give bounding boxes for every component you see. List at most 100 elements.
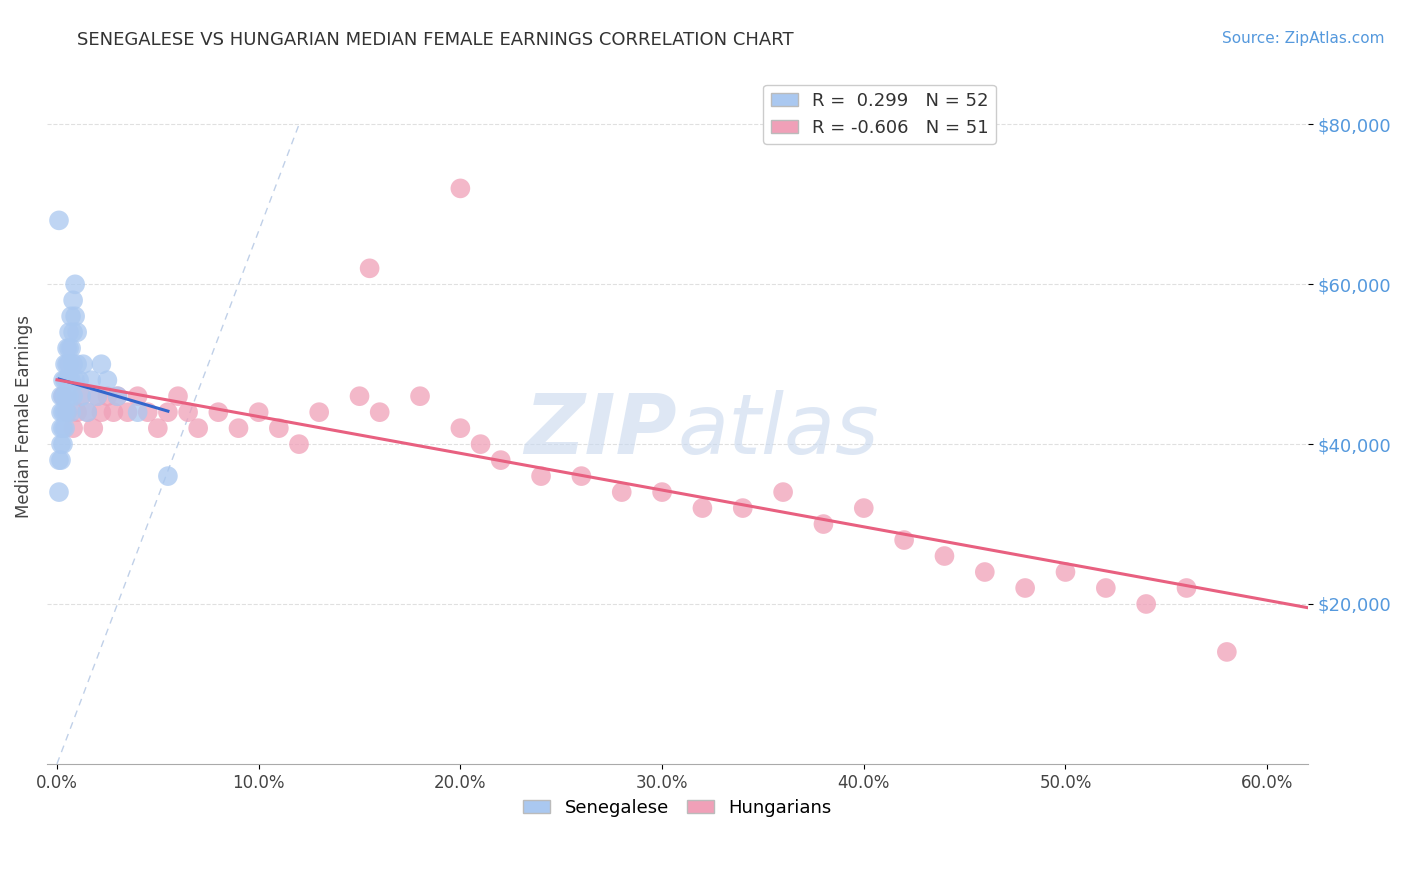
- Point: [368, 405, 391, 419]
- Point: [52, 405, 75, 419]
- Point: [56, 341, 79, 355]
- Point: [1014, 581, 1036, 595]
- Point: [49, 437, 72, 451]
- Point: [60, 341, 83, 355]
- Point: [852, 501, 875, 516]
- Point: [449, 181, 471, 195]
- Legend: Senegalese, Hungarians: Senegalese, Hungarians: [516, 792, 839, 824]
- Point: [359, 261, 381, 276]
- Point: [52, 373, 75, 387]
- Point: [53, 421, 76, 435]
- Point: [60, 405, 83, 419]
- Point: [90, 357, 112, 371]
- Point: [48, 213, 70, 227]
- Point: [228, 421, 250, 435]
- Point: [52, 389, 75, 403]
- Point: [70, 389, 93, 403]
- Point: [56, 389, 79, 403]
- Point: [58, 341, 80, 355]
- Point: [58, 389, 80, 403]
- Point: [136, 405, 159, 419]
- Point: [56, 373, 79, 387]
- Point: [1175, 581, 1198, 595]
- Point: [58, 357, 80, 371]
- Point: [66, 357, 89, 371]
- Point: [49, 405, 72, 419]
- Point: [349, 389, 371, 403]
- Point: [449, 421, 471, 435]
- Point: [72, 357, 94, 371]
- Point: [53, 373, 76, 387]
- Point: [103, 405, 125, 419]
- Point: [127, 405, 149, 419]
- Point: [288, 437, 311, 451]
- Point: [76, 405, 98, 419]
- Point: [60, 373, 83, 387]
- Point: [53, 357, 76, 371]
- Point: [49, 421, 72, 435]
- Point: [167, 389, 190, 403]
- Text: Source: ZipAtlas.com: Source: ZipAtlas.com: [1222, 31, 1385, 46]
- Point: [56, 405, 79, 419]
- Point: [82, 421, 104, 435]
- Point: [267, 421, 290, 435]
- Point: [692, 501, 714, 516]
- Point: [56, 405, 79, 419]
- Point: [1216, 645, 1239, 659]
- Point: [52, 421, 75, 435]
- Point: [80, 373, 103, 387]
- Point: [156, 469, 179, 483]
- Point: [96, 389, 118, 403]
- Point: [53, 405, 76, 419]
- Point: [53, 389, 76, 403]
- Text: atlas: atlas: [678, 390, 879, 471]
- Point: [63, 373, 86, 387]
- Point: [610, 485, 633, 500]
- Point: [530, 469, 553, 483]
- Point: [70, 389, 93, 403]
- Point: [973, 565, 995, 579]
- Point: [107, 389, 129, 403]
- Point: [86, 389, 108, 403]
- Point: [48, 453, 70, 467]
- Point: [90, 405, 112, 419]
- Point: [58, 325, 80, 339]
- Point: [893, 533, 915, 547]
- Point: [127, 389, 149, 403]
- Point: [1095, 581, 1118, 595]
- Point: [56, 357, 79, 371]
- Point: [58, 373, 80, 387]
- Point: [146, 421, 169, 435]
- Point: [731, 501, 754, 516]
- Point: [66, 325, 89, 339]
- Point: [247, 405, 270, 419]
- Point: [66, 405, 89, 419]
- Point: [62, 389, 84, 403]
- Point: [60, 310, 83, 324]
- Point: [62, 357, 84, 371]
- Point: [117, 405, 139, 419]
- Point: [49, 389, 72, 403]
- Text: SENEGALESE VS HUNGARIAN MEDIAN FEMALE EARNINGS CORRELATION CHART: SENEGALESE VS HUNGARIAN MEDIAN FEMALE EA…: [77, 31, 794, 49]
- Point: [62, 421, 84, 435]
- Point: [187, 421, 209, 435]
- Point: [63, 277, 86, 292]
- Y-axis label: Median Female Earnings: Median Female Earnings: [15, 315, 32, 517]
- Point: [52, 389, 75, 403]
- Point: [470, 437, 492, 451]
- Point: [52, 437, 75, 451]
- Point: [49, 453, 72, 467]
- Point: [651, 485, 673, 500]
- Point: [156, 405, 179, 419]
- Point: [76, 405, 98, 419]
- Point: [489, 453, 512, 467]
- Point: [63, 310, 86, 324]
- Point: [177, 405, 200, 419]
- Point: [571, 469, 593, 483]
- Point: [308, 405, 330, 419]
- Point: [96, 373, 118, 387]
- Point: [107, 389, 129, 403]
- Point: [86, 389, 108, 403]
- Point: [1054, 565, 1077, 579]
- Point: [48, 485, 70, 500]
